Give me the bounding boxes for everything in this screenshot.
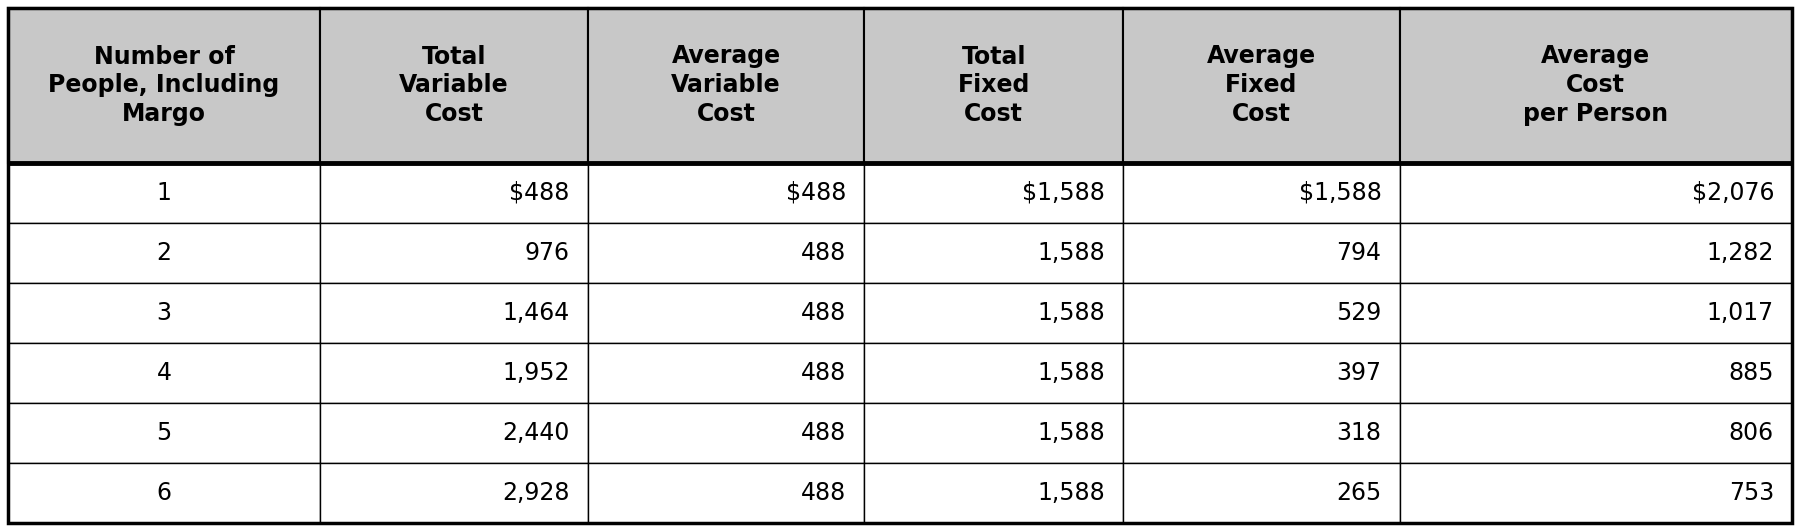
Bar	[864, 463, 1123, 523]
Text: 1,282: 1,282	[1706, 241, 1775, 264]
Bar	[1400, 282, 1793, 342]
Bar	[589, 8, 864, 162]
Text: $1,588: $1,588	[1298, 181, 1382, 204]
Bar	[320, 463, 589, 523]
Text: 885: 885	[1728, 361, 1775, 385]
Bar	[864, 282, 1123, 342]
Bar	[589, 162, 864, 222]
Text: Average
Fixed
Cost: Average Fixed Cost	[1206, 45, 1316, 126]
Text: 4: 4	[157, 361, 171, 385]
Bar	[7, 403, 320, 463]
Bar	[589, 403, 864, 463]
Bar	[7, 463, 320, 523]
Text: $488: $488	[509, 181, 571, 204]
Text: 397: 397	[1337, 361, 1382, 385]
Text: 806: 806	[1728, 421, 1775, 445]
Bar	[7, 162, 320, 222]
Bar	[1123, 8, 1400, 162]
Text: 5: 5	[157, 421, 171, 445]
Text: $1,588: $1,588	[1022, 181, 1105, 204]
Bar	[7, 282, 320, 342]
Text: 2,440: 2,440	[502, 421, 571, 445]
Text: 488: 488	[801, 481, 846, 505]
Bar	[1123, 222, 1400, 282]
Bar	[320, 162, 589, 222]
Text: 1,588: 1,588	[1037, 241, 1105, 264]
Bar	[1400, 222, 1793, 282]
Text: 1,588: 1,588	[1037, 301, 1105, 325]
Bar	[1123, 162, 1400, 222]
Text: Total
Fixed
Cost: Total Fixed Cost	[958, 45, 1030, 126]
Bar	[1123, 403, 1400, 463]
Bar	[589, 222, 864, 282]
Bar	[320, 282, 589, 342]
Bar	[7, 222, 320, 282]
Text: 794: 794	[1337, 241, 1382, 264]
Text: 1: 1	[157, 181, 171, 204]
Text: 3: 3	[157, 301, 171, 325]
Text: Number of
People, Including
Margo: Number of People, Including Margo	[49, 45, 279, 126]
Text: 1,464: 1,464	[502, 301, 571, 325]
Bar	[1400, 403, 1793, 463]
Text: 265: 265	[1336, 481, 1382, 505]
Text: 2,928: 2,928	[502, 481, 571, 505]
Bar	[7, 8, 320, 162]
Bar	[864, 403, 1123, 463]
Bar	[589, 282, 864, 342]
Text: 488: 488	[801, 361, 846, 385]
Bar	[320, 8, 589, 162]
Text: Total
Variable
Cost: Total Variable Cost	[400, 45, 509, 126]
Bar	[320, 342, 589, 403]
Bar	[589, 463, 864, 523]
Bar	[7, 342, 320, 403]
Bar	[864, 162, 1123, 222]
Text: 529: 529	[1336, 301, 1382, 325]
Text: 976: 976	[526, 241, 571, 264]
Bar	[589, 342, 864, 403]
Text: Average
Variable
Cost: Average Variable Cost	[671, 45, 781, 126]
Text: 1,952: 1,952	[502, 361, 571, 385]
Bar	[1400, 8, 1793, 162]
Bar	[1400, 162, 1793, 222]
Bar	[864, 342, 1123, 403]
Text: 488: 488	[801, 301, 846, 325]
Bar	[320, 403, 589, 463]
Text: Average
Cost
per Person: Average Cost per Person	[1523, 45, 1669, 126]
Text: 488: 488	[801, 241, 846, 264]
Text: 2: 2	[157, 241, 171, 264]
Text: 1,588: 1,588	[1037, 481, 1105, 505]
Bar	[1400, 463, 1793, 523]
Text: 488: 488	[801, 421, 846, 445]
Bar	[1123, 342, 1400, 403]
Text: $488: $488	[787, 181, 846, 204]
Text: 753: 753	[1728, 481, 1775, 505]
Bar	[320, 222, 589, 282]
Text: 1,588: 1,588	[1037, 421, 1105, 445]
Bar	[1400, 342, 1793, 403]
Text: 1,588: 1,588	[1037, 361, 1105, 385]
Text: 6: 6	[157, 481, 171, 505]
Text: 318: 318	[1337, 421, 1382, 445]
Bar	[864, 222, 1123, 282]
Bar	[1123, 463, 1400, 523]
Bar	[864, 8, 1123, 162]
Text: 1,017: 1,017	[1706, 301, 1775, 325]
Bar	[1123, 282, 1400, 342]
Text: $2,076: $2,076	[1692, 181, 1775, 204]
